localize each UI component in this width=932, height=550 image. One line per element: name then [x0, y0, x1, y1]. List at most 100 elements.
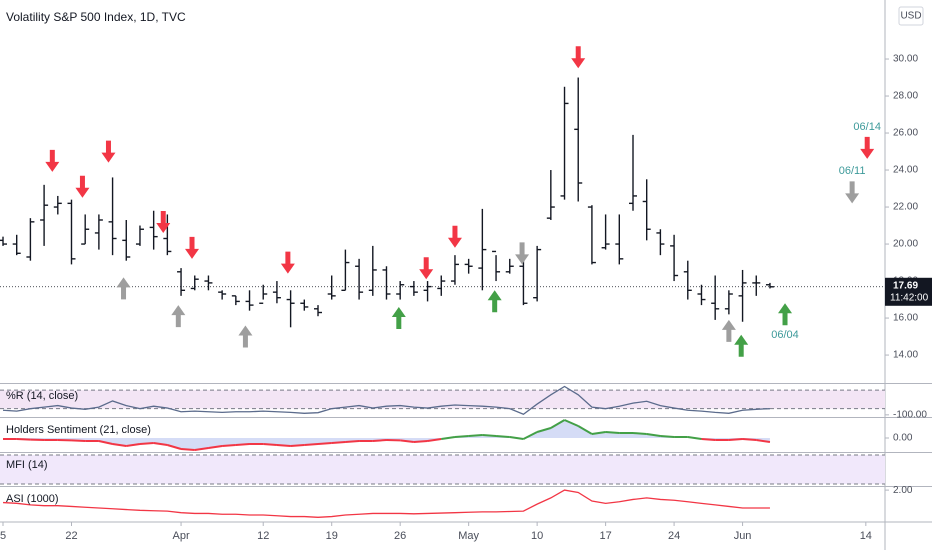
y-tick-label: 22.00 — [893, 202, 918, 213]
sentiment-segment — [550, 419, 566, 429]
sentiment-segment — [98, 440, 113, 445]
y-tick-label: 16.00 — [893, 313, 918, 324]
sentiment-segment — [660, 435, 675, 438]
y-tick-label: -100.00 — [893, 409, 927, 420]
sentiment-segment — [139, 442, 154, 445]
sentiment-segment — [427, 438, 442, 442]
sentiment-segment — [441, 436, 456, 440]
sentiment-segment — [522, 431, 538, 440]
indicator-title: Holders Sentiment (21, close) — [6, 424, 151, 436]
signal-arrow — [845, 181, 860, 204]
y-tick-label: 0.00 — [893, 433, 913, 444]
sentiment-segment — [235, 443, 250, 446]
signal-arrow — [447, 225, 462, 248]
signal-arrow — [171, 305, 186, 328]
signal-arrow — [280, 251, 295, 274]
indicator-line — [2, 385, 770, 415]
sentiment-segment — [564, 419, 579, 427]
sentiment-segment — [194, 447, 209, 451]
pane-fill — [0, 455, 885, 484]
x-tick-label: 19 — [326, 530, 338, 542]
signal-label: 06/14 — [853, 121, 881, 133]
x-tick-label: 10 — [531, 530, 543, 542]
sentiment-segment — [180, 448, 195, 451]
chart-title: Volatility S&P 500 Index, 1D, TVC — [6, 10, 186, 24]
y-tick-label: 14.00 — [893, 350, 918, 361]
currency-box[interactable] — [898, 6, 924, 26]
sentiment-segment — [222, 444, 236, 447]
band-fill — [0, 390, 885, 409]
sentiment-segment — [153, 442, 168, 446]
sentiment-segment — [400, 439, 414, 443]
sentiment-segment — [454, 435, 469, 438]
sentiment-segment — [331, 441, 346, 444]
x-tick-label: Jun — [734, 530, 752, 542]
sentiment-segment — [646, 433, 661, 437]
signal-arrow — [778, 303, 793, 326]
sentiment-segment — [632, 432, 647, 435]
signal-arrow — [185, 236, 200, 259]
signal-label: 06/11 — [839, 165, 866, 177]
y-tick-label: 30.00 — [893, 54, 918, 65]
sentiment-segment — [345, 440, 360, 443]
signal-arrow — [487, 290, 502, 313]
sentiment-segment — [591, 431, 606, 435]
sentiment-segment — [495, 435, 510, 438]
sentiment-segment — [372, 439, 387, 442]
signal-arrow — [734, 334, 749, 357]
x-tick-label: 5 — [0, 530, 6, 542]
x-tick-label: 12 — [257, 530, 269, 542]
x-tick-label: May — [458, 530, 479, 542]
sentiment-segment — [208, 445, 223, 449]
sentiment-segment — [605, 431, 620, 434]
signal-arrow — [101, 140, 116, 163]
y-tick-label: 28.00 — [893, 91, 918, 102]
sentiment-segment — [701, 438, 716, 441]
last-price-label: 17.69 — [893, 280, 918, 291]
signal-arrow — [419, 257, 434, 280]
indicator-line — [2, 489, 770, 518]
signal-arrow — [571, 46, 586, 69]
signal-arrow — [721, 319, 736, 342]
indicator-title: ASI (1000) — [6, 493, 59, 505]
x-tick-label: Apr — [172, 530, 189, 542]
sentiment-segment — [482, 434, 497, 437]
x-tick-label: 17 — [599, 530, 611, 542]
sentiment-segment — [536, 427, 552, 433]
y-tick-label: 2.00 — [893, 485, 913, 496]
x-tick-label: 22 — [65, 530, 77, 542]
sentiment-segment — [413, 440, 428, 443]
last-price-box — [885, 277, 932, 306]
sentiment-segment — [317, 442, 332, 445]
y-tick-label: 26.00 — [893, 128, 918, 139]
signal-arrow — [238, 325, 253, 348]
sentiment-segment — [290, 444, 305, 447]
indicator-title: MFI (14) — [6, 459, 48, 471]
currency[interactable]: USD — [900, 11, 921, 22]
sentiment-area — [3, 420, 770, 450]
sentiment-segment — [126, 443, 141, 447]
signal-arrow — [116, 277, 131, 300]
x-tick-label: 26 — [394, 530, 406, 542]
y-tick-label: 24.00 — [893, 165, 918, 176]
sentiment-segment — [509, 436, 524, 440]
signal-arrow — [391, 306, 406, 329]
signal-arrow — [75, 175, 90, 198]
sentiment-segment — [468, 434, 483, 437]
sentiment-segment — [756, 439, 771, 443]
sentiment-segment — [167, 444, 182, 450]
countdown: 11:42:00 — [890, 292, 929, 303]
x-tick-label: 24 — [668, 530, 680, 542]
sentiment-segment — [304, 443, 319, 446]
y-tick-label: 20.00 — [893, 239, 918, 250]
signal-arrow — [156, 210, 171, 233]
signal-arrow — [860, 136, 875, 159]
sentiment-segment — [728, 438, 743, 441]
sentiment-segment — [71, 439, 86, 442]
x-tick-label: 14 — [860, 530, 872, 542]
sentiment-segment — [16, 438, 31, 441]
sentiment-segment — [276, 444, 291, 447]
signal-label: 06/04 — [771, 329, 799, 341]
signal-arrow — [45, 149, 60, 172]
